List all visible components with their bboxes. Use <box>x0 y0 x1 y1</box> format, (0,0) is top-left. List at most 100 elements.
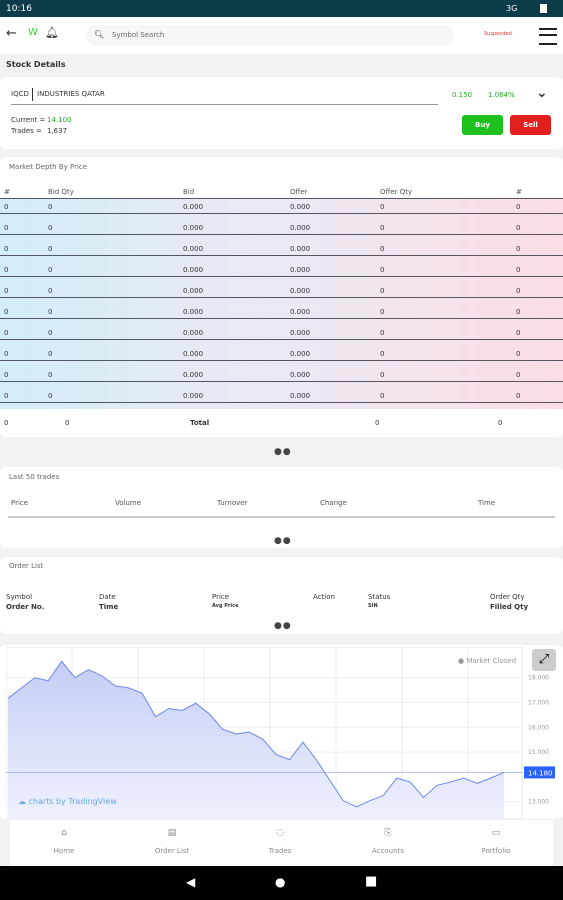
depth-cell: 0 <box>4 371 9 379</box>
column-header: Filled Qty <box>490 603 529 611</box>
price-area <box>8 661 504 819</box>
column-header: Change <box>320 499 347 507</box>
stock-name: INDUSTRIES QATAR <box>37 90 105 98</box>
y-tick-label: 17.000 <box>528 700 549 707</box>
depth-cell: 0 <box>380 287 385 295</box>
depth-cell: 0 <box>48 308 53 316</box>
row-divider <box>0 402 563 403</box>
depth-cell: 0 <box>4 245 9 253</box>
home-key[interactable]: ● <box>275 875 286 889</box>
depth-cell: 0 <box>48 245 53 253</box>
price-line <box>7 660 505 808</box>
depth-cell: 0 <box>48 224 53 232</box>
last-price-badge <box>524 766 555 779</box>
search-icon: 🔍︎ <box>94 30 105 39</box>
order-list-card: Order List Symbol Order No. Date Time Price A… <box>0 557 563 634</box>
market-closed-text: Market Closed <box>466 657 517 665</box>
bottom-nav: ⌂ Home ▤ Order List ◌ Trades ⎘ Accounts ▭ Portfol… <box>10 820 553 866</box>
depth-cell: 0 <box>4 203 9 211</box>
depth-cell: 0.000 <box>290 224 311 232</box>
depth-cell: 0 <box>380 329 385 337</box>
status-bar: 10:16 3G <box>0 0 563 17</box>
buy-button[interactable]: Buy <box>462 115 503 135</box>
nav-item[interactable]: Portfolio <box>481 847 511 855</box>
network: 3G <box>506 4 518 13</box>
depth-background <box>0 199 563 409</box>
depth-cell: 0 <box>380 308 385 316</box>
battery <box>540 4 547 13</box>
depth-cell: 0.000 <box>183 266 204 274</box>
price-chart: 18.000 17.000 16.000 15.000 13.000 14.180 <box>6 647 555 819</box>
market-status: Suspended <box>484 31 512 37</box>
depth-cell: 0 <box>516 392 521 400</box>
fullscreen-button[interactable]: ⤢ <box>532 649 556 671</box>
logo-icon[interactable]: W <box>28 27 38 38</box>
depth-cell: 0 <box>48 287 53 295</box>
depth-cell: 0.000 <box>183 371 204 379</box>
search-box[interactable]: 🔍︎ Symbol Search <box>86 25 454 45</box>
column-header: Symbol <box>6 593 33 601</box>
attribution: ☁ charts by TradingView <box>18 797 117 806</box>
row-divider <box>0 318 563 319</box>
depth-cell: 0 <box>4 224 9 232</box>
column-header: Offer <box>290 188 308 196</box>
nav-item[interactable]: Accounts <box>372 847 404 855</box>
column-header: Bid Qty <box>48 188 74 196</box>
depth-cell: 0.000 <box>290 245 311 253</box>
depth-cell: 0 <box>516 287 521 295</box>
depth-cell: 0 <box>380 266 385 274</box>
search-placeholder: Symbol Search <box>112 31 165 39</box>
depth-cell: 0 <box>48 392 53 400</box>
symbol: IQCD <box>11 90 29 98</box>
column-header: Status <box>368 593 391 601</box>
depth-cell: 0 <box>48 329 53 337</box>
last-price-label: 14.180 <box>528 769 553 777</box>
nav-item[interactable]: Home <box>53 847 75 855</box>
depth-cell: 0.000 <box>290 308 311 316</box>
total-cell: Total <box>190 419 210 427</box>
total-cell: 0 <box>375 419 380 427</box>
column-header: Price <box>11 499 29 507</box>
recents-key[interactable]: ■ <box>365 874 378 889</box>
depth-cell: 0 <box>516 308 521 316</box>
column-header: Order No. <box>6 603 45 611</box>
total-cell: 0 <box>4 419 9 427</box>
card-title: Market Depth By Price <box>9 163 88 171</box>
row-divider <box>0 213 563 214</box>
bell-icon[interactable]: 🔔︎ <box>45 26 59 39</box>
depth-cell: 0 <box>380 203 385 211</box>
column-header: Bid <box>183 188 195 196</box>
nav-icon: ⌂ <box>61 828 67 838</box>
android-nav: ◀ ● ■ <box>0 866 563 900</box>
column-header: Price <box>212 593 230 601</box>
depth-cell: 0.000 <box>183 245 204 253</box>
column-header: Action <box>313 593 335 601</box>
depth-cell: 0.000 <box>290 203 311 211</box>
nav-item[interactable]: Order List <box>154 847 190 855</box>
column-header: Avg Price <box>212 603 239 609</box>
depth-cell: 0 <box>4 329 9 337</box>
row-divider <box>0 297 563 298</box>
menu-button[interactable] <box>539 28 557 45</box>
expand-toggle[interactable]: ⌄ <box>536 85 548 101</box>
depth-cell: 0 <box>516 266 521 274</box>
depth-cell: 0.000 <box>290 392 311 400</box>
column-header: # <box>4 188 10 196</box>
back-button[interactable]: ← <box>6 26 17 41</box>
depth-cell: 0.000 <box>290 350 311 358</box>
row-divider <box>0 381 563 382</box>
current-price: 14.100 <box>47 116 72 124</box>
depth-cell: 0 <box>516 350 521 358</box>
sell-button[interactable]: Sell <box>510 115 551 135</box>
market-depth-card: Market Depth By Price # Bid Qty Bid Offer Of… <box>0 157 563 437</box>
nav-item[interactable]: Trades <box>268 847 292 855</box>
column-header: Volume <box>115 499 142 507</box>
column-header: Offer Qty <box>380 188 413 196</box>
nav-icon: ▭ <box>491 828 501 838</box>
depth-cell: 0 <box>380 371 385 379</box>
depth-cell: 0 <box>380 350 385 358</box>
back-key[interactable]: ◀ <box>186 875 196 889</box>
change-percent: 1.064% <box>488 91 515 99</box>
depth-cell: 0 <box>380 392 385 400</box>
